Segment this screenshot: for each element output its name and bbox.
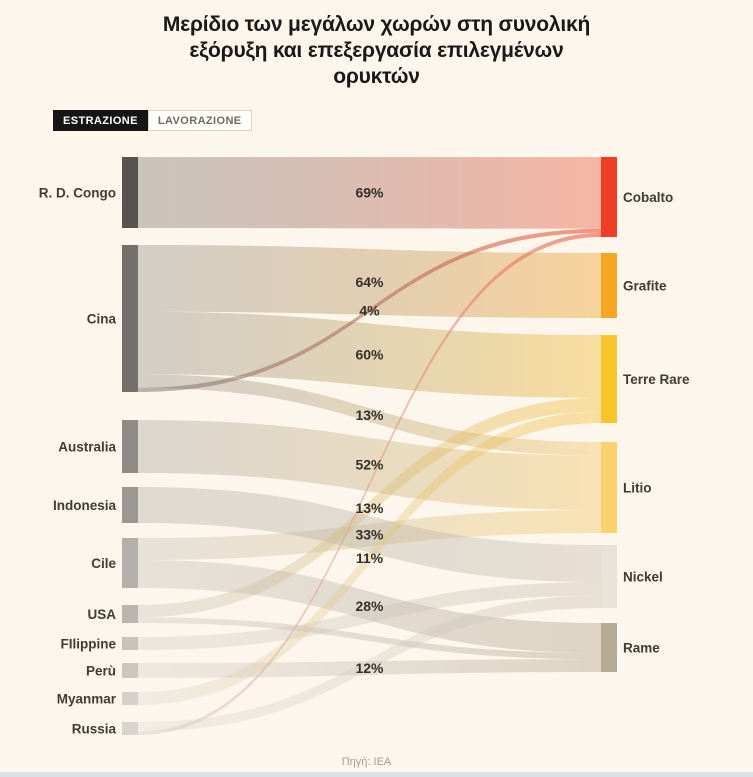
sankey-node-indonesia[interactable] — [122, 487, 138, 523]
tab-lavorazione[interactable]: LAVORAZIONE — [147, 110, 252, 131]
node-label-myanmar: Myanmar — [57, 692, 117, 707]
flow-label-peru-rame: 12% — [355, 660, 384, 676]
sankey-node-russia[interactable] — [122, 722, 138, 735]
sankey-link-indonesia-nickel[interactable] — [138, 487, 601, 583]
view-switcher: ESTRAZIONE LAVORAZIONE — [53, 110, 252, 131]
node-label-terre_rare: Terre Rare — [623, 372, 690, 387]
sankey-node-cile[interactable] — [122, 538, 138, 588]
node-label-cobalto: Cobalto — [623, 190, 673, 205]
flow-label-cina-terre_rare: 60% — [355, 347, 384, 363]
sankey-node-grafite[interactable] — [601, 253, 617, 318]
sankey-node-cina[interactable] — [122, 245, 138, 392]
node-label-indonesia: Indonesia — [53, 498, 117, 513]
flow-label-cile-rame: 28% — [355, 598, 384, 614]
bottom-strip — [0, 772, 753, 777]
source-note: Πηγή: IEA — [341, 756, 392, 768]
sankey-link-cina-grafite[interactable] — [138, 245, 601, 318]
sankey-link-congo-cobalto[interactable] — [138, 157, 601, 229]
sankey-node-usa[interactable] — [122, 605, 138, 623]
chart-title-line-2: εξόρυξη και επεξεργασία επιλεγμένων — [189, 39, 564, 62]
flow-label-cina-grafite: 64% — [355, 274, 384, 290]
sankey-link-cina-cobalto[interactable] — [138, 228, 601, 392]
sankey-node-australia[interactable] — [122, 420, 138, 473]
node-label-congo: R. D. Congo — [39, 186, 116, 201]
node-label-rame: Rame — [623, 641, 660, 656]
sankey-node-cobalto[interactable] — [601, 157, 617, 237]
chart-title-line-1: Μερίδιο των μεγάλων χωρών στη συνολική — [162, 13, 591, 36]
flow-label-congo-cobalto: 69% — [355, 185, 384, 201]
node-label-cina: Cina — [87, 312, 117, 327]
chart-title: Μερίδιο των μεγάλων χωρών στη συνολική ε… — [0, 12, 753, 90]
sankey-node-filippine[interactable] — [122, 637, 138, 650]
chart-title-line-3: ορυκτών — [333, 65, 420, 88]
node-label-russia: Russia — [72, 722, 117, 737]
sankey-node-congo[interactable] — [122, 157, 138, 228]
sankey-link-usa-rame[interactable] — [138, 617, 601, 660]
sankey-link-australia-litio[interactable] — [138, 420, 601, 510]
node-label-filippine: FIlippine — [61, 637, 117, 652]
flow-label-australia-litio: 52% — [355, 457, 384, 473]
flow-label-usa-terre_rare: 13% — [355, 500, 384, 516]
flow-label-myanmar-terre_rare: 11% — [356, 550, 384, 566]
sankey-link-russia-cobalto[interactable] — [138, 232, 601, 735]
sankey-link-myanmar-terre_rare[interactable] — [138, 411, 601, 705]
node-label-australia: Australia — [58, 440, 116, 455]
tab-estrazione[interactable]: ESTRAZIONE — [53, 110, 148, 131]
node-label-litio: Litio — [623, 481, 652, 496]
node-label-grafite: Grafite — [623, 279, 667, 294]
sankey-node-terre_rare[interactable] — [601, 335, 617, 423]
node-label-cile: Cile — [91, 556, 116, 571]
flow-label-cina-litio: 13% — [355, 407, 384, 423]
flow-label-cina-cobalto: 4% — [359, 302, 380, 318]
flow-label-indonesia-nickel: 33% — [355, 526, 384, 542]
node-label-usa: USA — [87, 607, 116, 622]
sankey-node-litio[interactable] — [601, 442, 617, 533]
sankey-link-filippine-nickel[interactable] — [138, 582, 601, 650]
node-label-nickel: Nickel — [623, 570, 663, 585]
sankey-link-cina-terre_rare[interactable] — [138, 311, 601, 398]
sankey-link-russia-nickel[interactable] — [138, 595, 601, 732]
sankey-node-rame[interactable] — [601, 623, 617, 672]
sankey-link-cina-litio[interactable] — [138, 374, 601, 456]
sankey-link-usa-terre_rare[interactable] — [138, 397, 601, 618]
sankey-node-peru[interactable] — [122, 663, 138, 678]
node-label-peru: Perù — [86, 664, 116, 679]
sankey-node-myanmar[interactable] — [122, 692, 138, 705]
sankey-node-nickel[interactable] — [601, 545, 617, 608]
